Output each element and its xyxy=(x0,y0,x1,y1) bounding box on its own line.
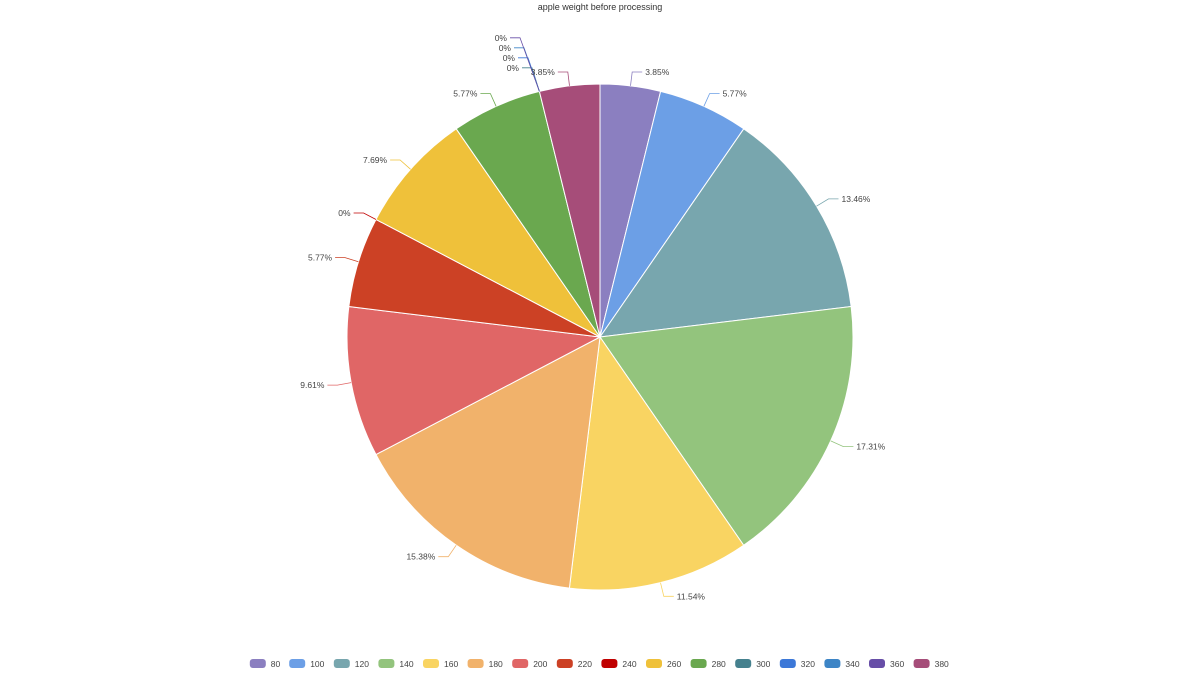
legend-swatch xyxy=(378,659,395,668)
legend-swatch xyxy=(913,659,930,668)
slice-100-leader xyxy=(703,93,720,107)
pie-slices xyxy=(346,83,854,591)
legend-label: 380 xyxy=(935,659,949,669)
legend: 80 100 120 140 160 180 200 220 240 260 280 300 320 34… xyxy=(249,659,949,669)
legend-swatch xyxy=(556,659,573,668)
slice-380-leader xyxy=(557,71,570,86)
slice-100-label: 5.77% xyxy=(723,89,748,99)
legend-label: 80 xyxy=(271,659,281,669)
slice-80-label: 3.85% xyxy=(645,67,670,77)
legend-label: 200 xyxy=(533,659,547,669)
legend-label: 120 xyxy=(355,659,369,669)
legend-label: 340 xyxy=(845,659,859,669)
slice-260-label: 7.69% xyxy=(363,155,388,165)
legend-swatch xyxy=(467,659,484,668)
legend-swatch xyxy=(601,659,618,668)
slice-320-label: 0% xyxy=(503,53,516,63)
slice-120-label: 13.46% xyxy=(842,194,871,204)
slice-360-leader xyxy=(510,37,540,92)
legend-item-200[interactable]: 200 xyxy=(512,659,548,669)
legend-item-320[interactable]: 320 xyxy=(779,659,815,669)
slice-240-leader xyxy=(353,212,377,220)
slice-280-leader xyxy=(480,93,497,107)
slice-80-leader xyxy=(630,71,643,86)
legend-item-240[interactable]: 240 xyxy=(601,659,637,669)
legend-label: 320 xyxy=(801,659,815,669)
slice-180[interactable] xyxy=(375,336,601,589)
legend-item-100[interactable]: 100 xyxy=(289,659,325,669)
slice-labels: 3.85% 5.77% 13.46% 17.31% 11.54% 15.38% 9.61% 5… xyxy=(300,33,885,601)
legend-label: 300 xyxy=(756,659,770,669)
legend-item-260[interactable]: 260 xyxy=(646,659,681,669)
legend-swatch xyxy=(690,659,707,668)
slice-280-label: 5.77% xyxy=(453,89,478,99)
slice-220-label: 5.77% xyxy=(308,253,333,263)
legend-item-380[interactable]: 380 xyxy=(913,659,949,669)
legend-item-80[interactable]: 80 xyxy=(249,659,281,669)
slice-180-leader xyxy=(438,544,457,558)
legend-label: 160 xyxy=(444,659,458,669)
slice-200-leader xyxy=(327,382,352,386)
slice-220-leader xyxy=(335,257,359,263)
slice-200-label: 9.61% xyxy=(300,380,325,390)
legend-swatch xyxy=(512,659,529,668)
legend-item-280[interactable]: 280 xyxy=(690,659,726,669)
legend-label: 220 xyxy=(578,659,592,669)
slice-160[interactable] xyxy=(568,335,745,591)
slice-180-label: 15.38% xyxy=(406,552,435,562)
slice-200[interactable] xyxy=(346,305,602,456)
legend-swatch xyxy=(869,659,885,668)
legend-swatch xyxy=(333,659,350,668)
slice-300-label: 0% xyxy=(507,63,520,73)
legend-swatch xyxy=(423,659,439,668)
legend-item-340[interactable]: 340 xyxy=(824,659,860,669)
slice-120-leader xyxy=(816,198,839,207)
legend-swatch xyxy=(779,659,796,668)
slice-260-leader xyxy=(390,159,411,170)
slice-360-label: 0% xyxy=(495,33,508,43)
legend-label: 180 xyxy=(489,659,503,669)
slice-140-label: 17.31% xyxy=(856,442,885,452)
legend-swatch xyxy=(735,659,752,668)
slice-140-leader xyxy=(830,440,854,448)
legend-swatch xyxy=(646,659,662,668)
chart-title: apple weight before processing xyxy=(538,2,663,12)
slice-160-label: 11.54% xyxy=(677,591,706,601)
legend-item-180[interactable]: 180 xyxy=(467,659,503,669)
legend-label: 240 xyxy=(622,659,636,669)
slice-160-leader xyxy=(660,582,674,597)
legend-item-300[interactable]: 300 xyxy=(735,659,771,669)
slice-380-label: 3.85% xyxy=(531,67,556,77)
legend-swatch xyxy=(289,659,306,668)
legend-label: 140 xyxy=(399,659,413,669)
legend-item-360[interactable]: 360 xyxy=(869,659,904,669)
legend-item-220[interactable]: 220 xyxy=(556,659,592,669)
legend-item-120[interactable]: 120 xyxy=(333,659,369,669)
slice-120[interactable] xyxy=(598,128,852,338)
slice-140[interactable] xyxy=(599,305,854,546)
legend-swatch xyxy=(824,659,841,668)
legend-label: 260 xyxy=(667,659,681,669)
legend-label: 360 xyxy=(890,659,904,669)
legend-label: 280 xyxy=(712,659,726,669)
legend-item-160[interactable]: 160 xyxy=(423,659,458,669)
legend-swatch xyxy=(249,659,266,668)
legend-item-140[interactable]: 140 xyxy=(378,659,414,669)
legend-label: 100 xyxy=(310,659,324,669)
slice-340-label: 0% xyxy=(499,43,512,53)
slice-240-label: 0% xyxy=(338,208,351,218)
label-leader-lines xyxy=(327,37,854,597)
